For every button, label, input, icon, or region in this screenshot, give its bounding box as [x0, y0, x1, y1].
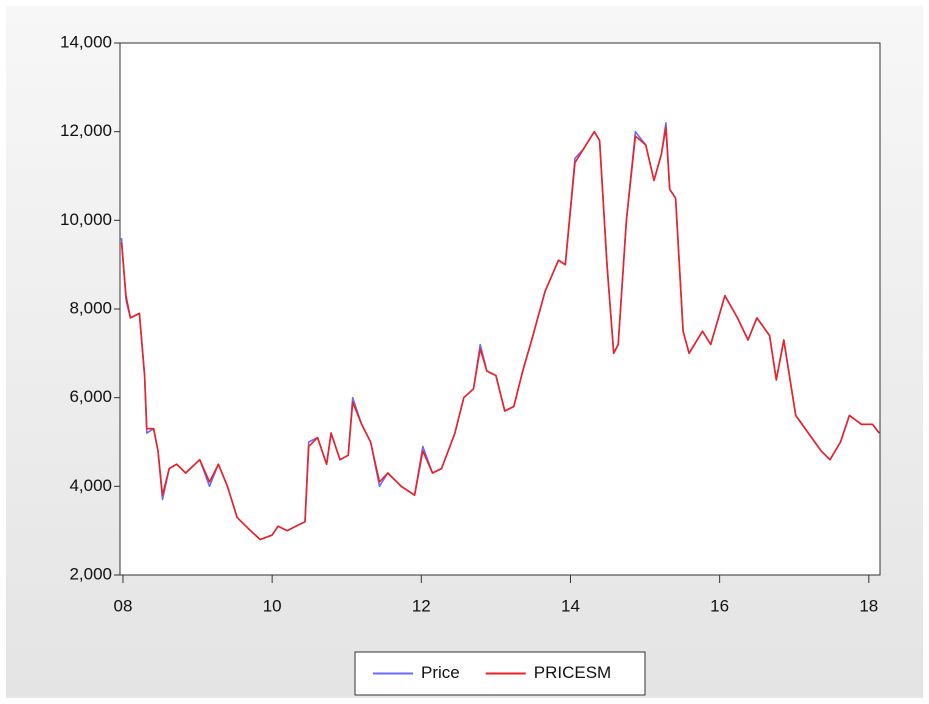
x-tick-label: 18 [859, 596, 878, 615]
x-tick-label: 10 [263, 596, 282, 615]
y-tick-label: 4,000 [69, 476, 112, 495]
plot [120, 122, 880, 541]
x-tick-label: 14 [561, 596, 580, 615]
y-tick-label: 8,000 [69, 298, 112, 317]
series-line [120, 126, 880, 541]
y-tick-label: 12,000 [60, 121, 112, 140]
legend-label: PRICESM [534, 663, 611, 682]
y-tick-label: 6,000 [69, 387, 112, 406]
legend-label: Price [421, 663, 460, 682]
x-tick-label: 16 [710, 596, 729, 615]
y-tick-label: 14,000 [60, 32, 112, 51]
x-tick-label: 08 [114, 596, 133, 615]
y-tick-label: 2,000 [69, 564, 112, 583]
y-tick-label: 10,000 [60, 210, 112, 229]
x-tick-label: 12 [412, 596, 431, 615]
plot-area [120, 43, 880, 575]
